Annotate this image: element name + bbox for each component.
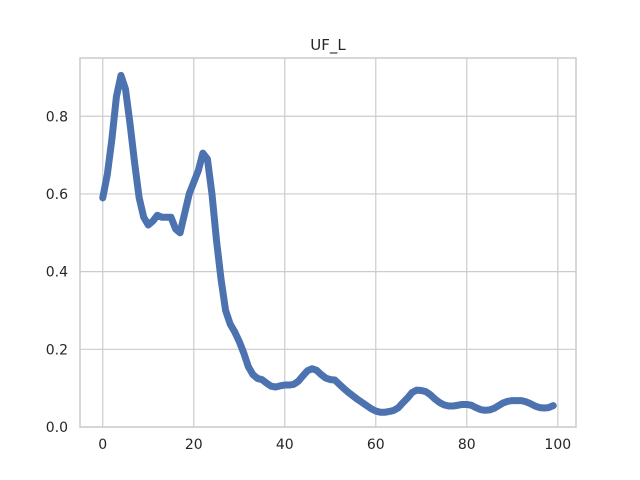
x-tick-label: 60 (367, 437, 385, 453)
y-tick-label: 0.4 (46, 265, 68, 281)
y-tick-label: 0.6 (46, 187, 68, 203)
series-layer (99, 71, 557, 416)
y-tick-label: 0.8 (46, 109, 68, 125)
x-tick-label: 40 (276, 437, 294, 453)
x-tick-label: 80 (458, 437, 476, 453)
x-tick-label: 0 (98, 437, 107, 453)
plot-area (80, 58, 576, 427)
y-tick-label: 0.0 (46, 420, 68, 436)
x-tick-label: 20 (185, 437, 203, 453)
chart-title: UF_L (310, 36, 346, 55)
plot-frame (79, 57, 577, 428)
x-axis-ticks: 0 20 40 60 80 100 (98, 437, 571, 453)
y-tick-label: 0.2 (46, 342, 68, 358)
y-axis-ticks: 0.0 0.2 0.4 0.6 0.8 (46, 109, 68, 436)
axes-border (79, 57, 577, 428)
x-tick-label: 100 (544, 437, 571, 453)
series-line (99, 71, 557, 416)
